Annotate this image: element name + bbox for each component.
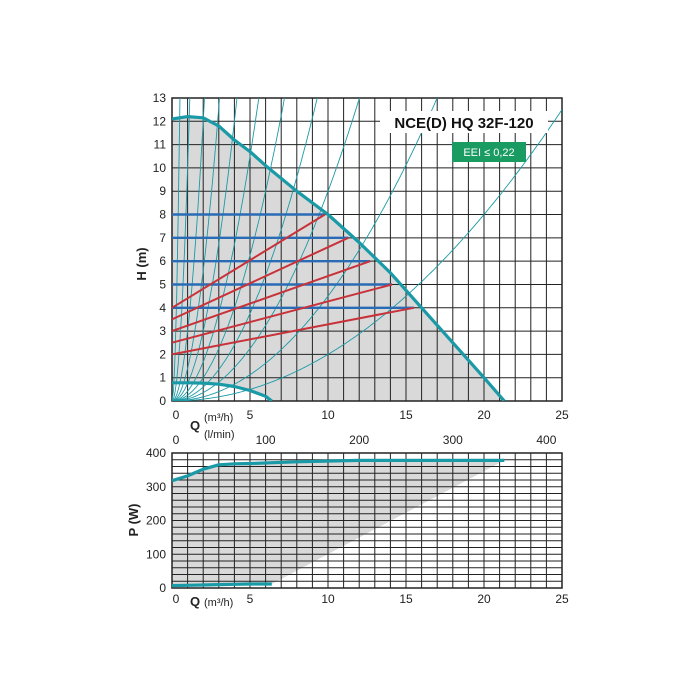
system-curve	[172, 98, 181, 401]
power-x-axis-title: Q	[190, 594, 200, 609]
y-tick-label: 1	[159, 371, 166, 385]
system-curve	[172, 109, 562, 401]
power-y-ticks: 0 100 200 300 400	[146, 446, 166, 595]
power-x-unit: (m³/h)	[204, 597, 233, 609]
proportional-pressure-line	[171, 236, 349, 321]
y-tick-label: 6	[159, 254, 166, 268]
x-tick-label: 25	[555, 408, 569, 422]
flow-lmin-tick-label: 0	[173, 433, 180, 447]
power-grid	[171, 452, 563, 589]
flow-lmin-tick-label: 200	[349, 433, 369, 447]
pump-curves	[172, 114, 506, 401]
power-curves	[172, 458, 505, 588]
head-y-axis-title: H (m)	[134, 247, 149, 280]
proportional-pressure-line	[171, 260, 371, 333]
y-tick-label: 100	[146, 547, 166, 561]
y-tick-label: 9	[159, 184, 166, 198]
power-chart: 0 100 200 300 400 0 5 10 15 20 25 P (W) Q (m³/h)	[126, 446, 569, 609]
x-tick-label: 25	[555, 592, 569, 606]
x-tick-label: 15	[399, 408, 413, 422]
x-tick-label: 20	[477, 408, 491, 422]
flow-lmin-tick-label: 100	[256, 433, 276, 447]
y-tick-label: 13	[153, 91, 167, 105]
y-tick-label: 400	[146, 446, 166, 460]
system-curve	[172, 98, 191, 401]
model-label: NCE(D) HQ 32F-120	[394, 115, 533, 132]
system-curves	[172, 98, 562, 401]
proportional-pressure-line	[171, 283, 393, 344]
x-tick-label: 0	[173, 408, 180, 422]
system-curve	[172, 98, 220, 401]
system-curve	[172, 98, 438, 401]
y-tick-label: 0	[159, 394, 166, 408]
operating-area-power	[172, 460, 505, 586]
y-tick-label: 5	[159, 277, 166, 291]
y-tick-label: 3	[159, 324, 166, 338]
operating-area	[172, 460, 505, 586]
eei-badge-label: EEI ≤ 0,22	[463, 147, 514, 159]
x-tick-label: 15	[399, 592, 413, 606]
x-tick-label: 0	[173, 592, 180, 606]
flow-lmin-unit: (l/min)	[204, 429, 235, 441]
y-tick-label: 10	[153, 161, 167, 175]
eei-badge	[452, 142, 526, 162]
x-tick-label: 20	[477, 592, 491, 606]
system-curve	[172, 98, 205, 401]
head-plot-frame	[171, 97, 563, 402]
x-tick-label: 10	[321, 592, 335, 606]
y-tick-label: 8	[159, 208, 166, 222]
x-tick-label: 5	[247, 408, 254, 422]
proportional-pressure-line	[171, 306, 414, 356]
y-tick-label: 0	[159, 581, 166, 595]
y-tick-label: 2	[159, 347, 166, 361]
proportional-pressure-line	[171, 213, 326, 309]
power-x-ticks: 0 5 10 15 20 25	[173, 592, 569, 606]
y-tick-label: 4	[159, 301, 166, 315]
power-plot-frame	[171, 452, 563, 589]
proportional-pressure-lines	[171, 213, 414, 356]
model-label-box	[380, 111, 548, 133]
power-y-axis-title: P (W)	[126, 504, 141, 537]
max-power-curve	[172, 458, 505, 483]
head-x-axis-title: Q	[190, 418, 200, 433]
flow-lmin-tick-label: 300	[443, 433, 463, 447]
flow-lmin-ticks: 0 100 200 300 400	[173, 433, 557, 447]
min-speed-curve	[172, 381, 273, 401]
flow-lmin-tick-label: 400	[536, 433, 556, 447]
y-tick-label: 7	[159, 231, 166, 245]
x-tick-label: 10	[321, 408, 335, 422]
head-x-ticks: 0 5 10 15 20 25	[173, 408, 569, 422]
system-curve	[172, 98, 285, 401]
system-curve	[172, 98, 260, 401]
min-power-curve	[172, 582, 272, 588]
y-tick-label: 11	[154, 138, 167, 152]
head-x-unit: (m³/h)	[204, 412, 233, 424]
x-tick-label: 5	[247, 592, 254, 606]
y-tick-label: 12	[153, 114, 167, 128]
y-tick-label: 200	[146, 514, 166, 528]
max-speed-curve	[172, 114, 506, 401]
y-tick-label: 300	[146, 480, 166, 494]
system-curve	[172, 98, 360, 401]
